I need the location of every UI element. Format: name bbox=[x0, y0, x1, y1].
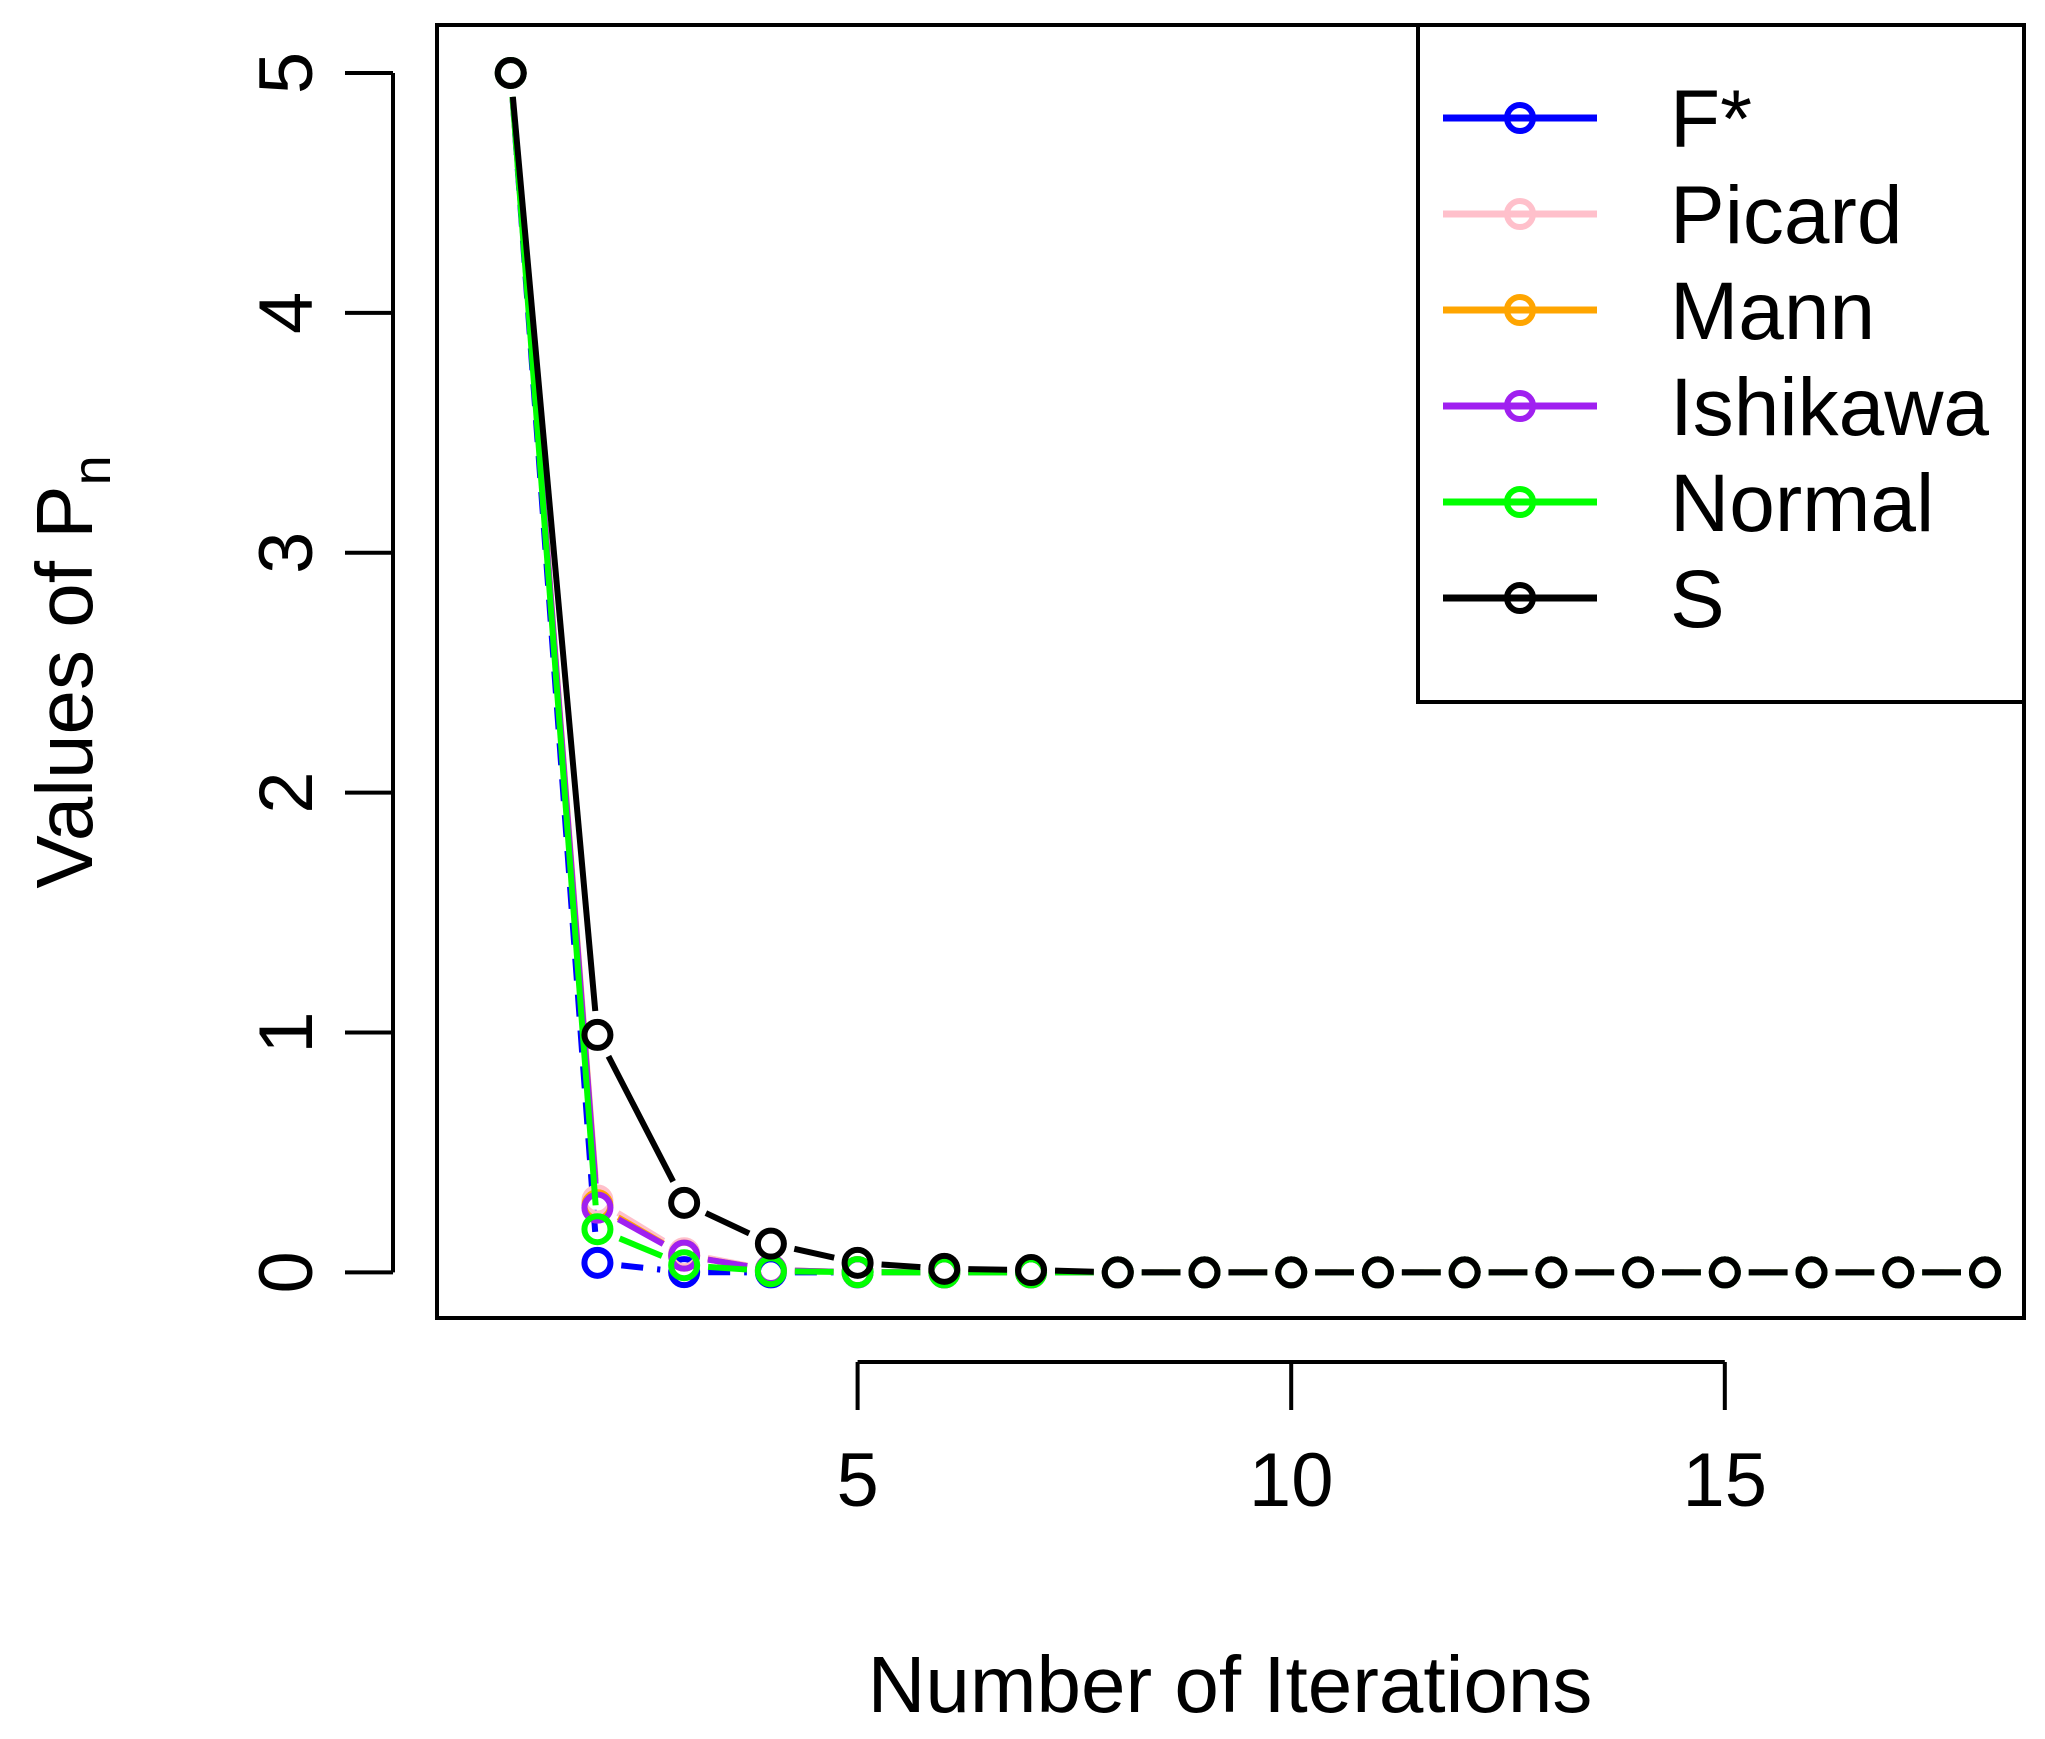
series-segment bbox=[793, 1245, 835, 1261]
series-segment bbox=[707, 1263, 748, 1273]
x-tick-label: 15 bbox=[1683, 1438, 1768, 1523]
legend-swatch-point bbox=[1504, 390, 1536, 422]
y-axis-title-main: Values of P bbox=[20, 485, 109, 888]
series-segment bbox=[616, 1216, 665, 1247]
data-point bbox=[494, 56, 527, 89]
legend-swatch-point bbox=[1504, 582, 1536, 614]
legend-item-f: F* bbox=[1443, 74, 1752, 165]
series-layer bbox=[494, 56, 2001, 1289]
series-segment bbox=[509, 96, 599, 1206]
legend-swatch-point bbox=[1504, 486, 1536, 518]
legend-item-normal: Normal bbox=[1443, 458, 1934, 549]
x-axis-title: Number of Iterations bbox=[868, 1640, 1593, 1729]
legend-item-s: S bbox=[1443, 554, 1725, 645]
data-point bbox=[1015, 1254, 1048, 1287]
y-axis-title-subscript: n bbox=[62, 455, 122, 485]
y-tick-label: 2 bbox=[244, 772, 329, 814]
data-point bbox=[841, 1256, 874, 1289]
legend-swatch-point bbox=[1504, 102, 1536, 134]
data-point bbox=[668, 1186, 701, 1219]
legend-label: Mann bbox=[1670, 266, 1875, 357]
data-point bbox=[841, 1246, 874, 1279]
legend-item-mann: Mann bbox=[1443, 266, 1875, 357]
y-tick-label: 0 bbox=[244, 1251, 329, 1293]
axis-layer: 0 1 2 3 4 5 5 10 15 bbox=[244, 52, 1767, 1523]
data-point bbox=[581, 1213, 614, 1246]
series-segment bbox=[1054, 1267, 1094, 1275]
data-point bbox=[1882, 1256, 1915, 1289]
data-point bbox=[1622, 1256, 1655, 1289]
x-tick-label: 5 bbox=[836, 1438, 878, 1523]
legend-label: Picard bbox=[1670, 170, 1902, 261]
data-point bbox=[668, 1249, 701, 1282]
data-point bbox=[668, 1239, 701, 1272]
series-s bbox=[494, 56, 2001, 1289]
data-point bbox=[1448, 1256, 1481, 1289]
series-segment bbox=[968, 1266, 1008, 1273]
data-point bbox=[1101, 1256, 1134, 1289]
legend-label: S bbox=[1670, 554, 1725, 645]
data-point bbox=[1361, 1256, 1394, 1289]
legend-swatch-point bbox=[1504, 198, 1536, 230]
series-segment bbox=[704, 1210, 751, 1237]
data-point bbox=[1708, 1256, 1741, 1289]
legend-label: Ishikawa bbox=[1670, 362, 1989, 453]
legend-box bbox=[1416, 23, 2026, 704]
legend-label: F* bbox=[1670, 74, 1752, 165]
x-tick-label: 10 bbox=[1249, 1438, 1334, 1523]
data-point bbox=[928, 1252, 961, 1285]
series-segment bbox=[881, 1261, 921, 1271]
series-segment bbox=[509, 96, 599, 1012]
y-tick-label: 5 bbox=[244, 52, 329, 94]
series-segment bbox=[605, 1054, 676, 1183]
series-segment bbox=[618, 1235, 664, 1259]
legend-swatch-point bbox=[1504, 294, 1536, 326]
data-point bbox=[1275, 1256, 1308, 1289]
data-point bbox=[1535, 1256, 1568, 1289]
data-point bbox=[581, 1018, 614, 1051]
legend-label: Normal bbox=[1670, 458, 1934, 549]
y-axis-title: Values of Pn bbox=[20, 455, 122, 888]
legend-item-ishikawa: Ishikawa bbox=[1443, 362, 1989, 453]
data-point bbox=[1188, 1256, 1221, 1289]
legend-item-picard: Picard bbox=[1443, 170, 1902, 261]
series-segment bbox=[707, 1256, 748, 1270]
data-point bbox=[754, 1227, 787, 1260]
data-point bbox=[1795, 1256, 1828, 1289]
data-point bbox=[581, 1246, 614, 1279]
y-tick-label: 1 bbox=[244, 1011, 329, 1053]
series-segment bbox=[620, 1262, 661, 1273]
y-tick-label: 4 bbox=[244, 292, 329, 334]
y-tick-label: 3 bbox=[244, 532, 329, 574]
data-point bbox=[1968, 1256, 2001, 1289]
